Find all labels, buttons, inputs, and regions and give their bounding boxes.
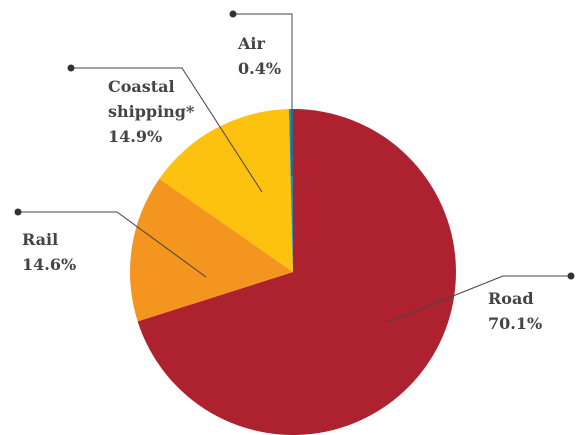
leader-lines <box>14 10 575 323</box>
air-leader <box>233 13 293 176</box>
air-value: 0.4% <box>238 59 281 78</box>
road-leader-dot <box>567 272 575 280</box>
air-label: Air <box>237 34 265 53</box>
rail-slice <box>129 178 293 322</box>
label-coastal-shipping: Coastal shipping* 14.9% <box>108 77 195 146</box>
pie-slices <box>129 108 456 435</box>
road-slice <box>137 109 456 435</box>
rail-leader-dot <box>14 208 22 216</box>
coastal-label-line2: shipping* <box>108 102 195 121</box>
road-label: Road <box>488 289 534 308</box>
road-value: 70.1% <box>488 314 542 333</box>
air-leader-dot <box>229 10 237 18</box>
rail-label: Rail <box>22 230 58 249</box>
rail-value: 14.6% <box>22 255 76 274</box>
rail-leader <box>18 211 207 278</box>
label-rail: Rail 14.6% <box>22 230 76 274</box>
road-leader <box>387 275 571 323</box>
label-road: Road 70.1% <box>488 289 542 333</box>
coastal-value: 14.9% <box>108 127 162 146</box>
coastal-label-line1: Coastal <box>108 77 175 96</box>
label-air: Air 0.4% <box>237 34 281 78</box>
coastal-leader-dot <box>67 64 75 72</box>
coastal-shipping-slice <box>159 109 293 272</box>
coastal-leader <box>71 67 263 193</box>
